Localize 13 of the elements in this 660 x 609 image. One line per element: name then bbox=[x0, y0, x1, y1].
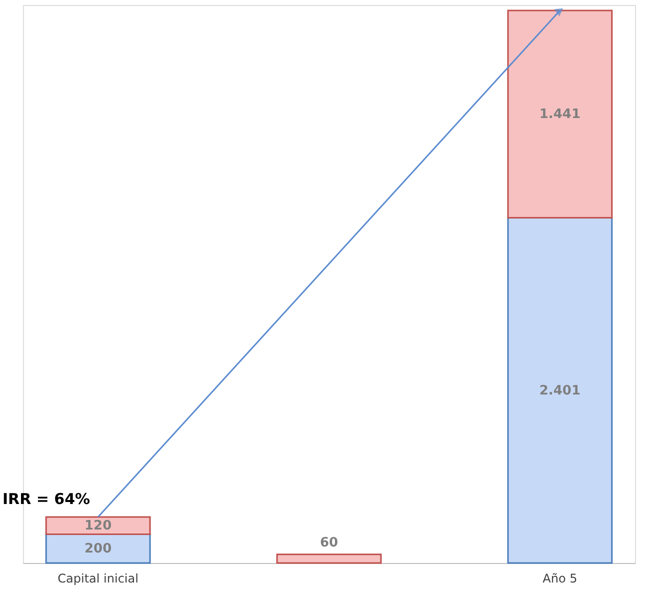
data-label: 200 bbox=[84, 542, 112, 557]
bar bbox=[45, 516, 151, 535]
bar bbox=[507, 216, 613, 564]
data-label: 120 bbox=[84, 518, 112, 534]
bar bbox=[507, 10, 613, 218]
annotation: IRR = 64% bbox=[2, 490, 90, 508]
data-label: 1.441 bbox=[539, 107, 581, 122]
bar bbox=[45, 533, 151, 564]
x-tick-label: Capital inicial bbox=[58, 572, 138, 586]
data-label: 2.401 bbox=[539, 383, 581, 398]
x-tick-label: Año 5 bbox=[542, 572, 578, 586]
bar bbox=[276, 554, 382, 564]
data-label: 60 bbox=[320, 535, 338, 550]
